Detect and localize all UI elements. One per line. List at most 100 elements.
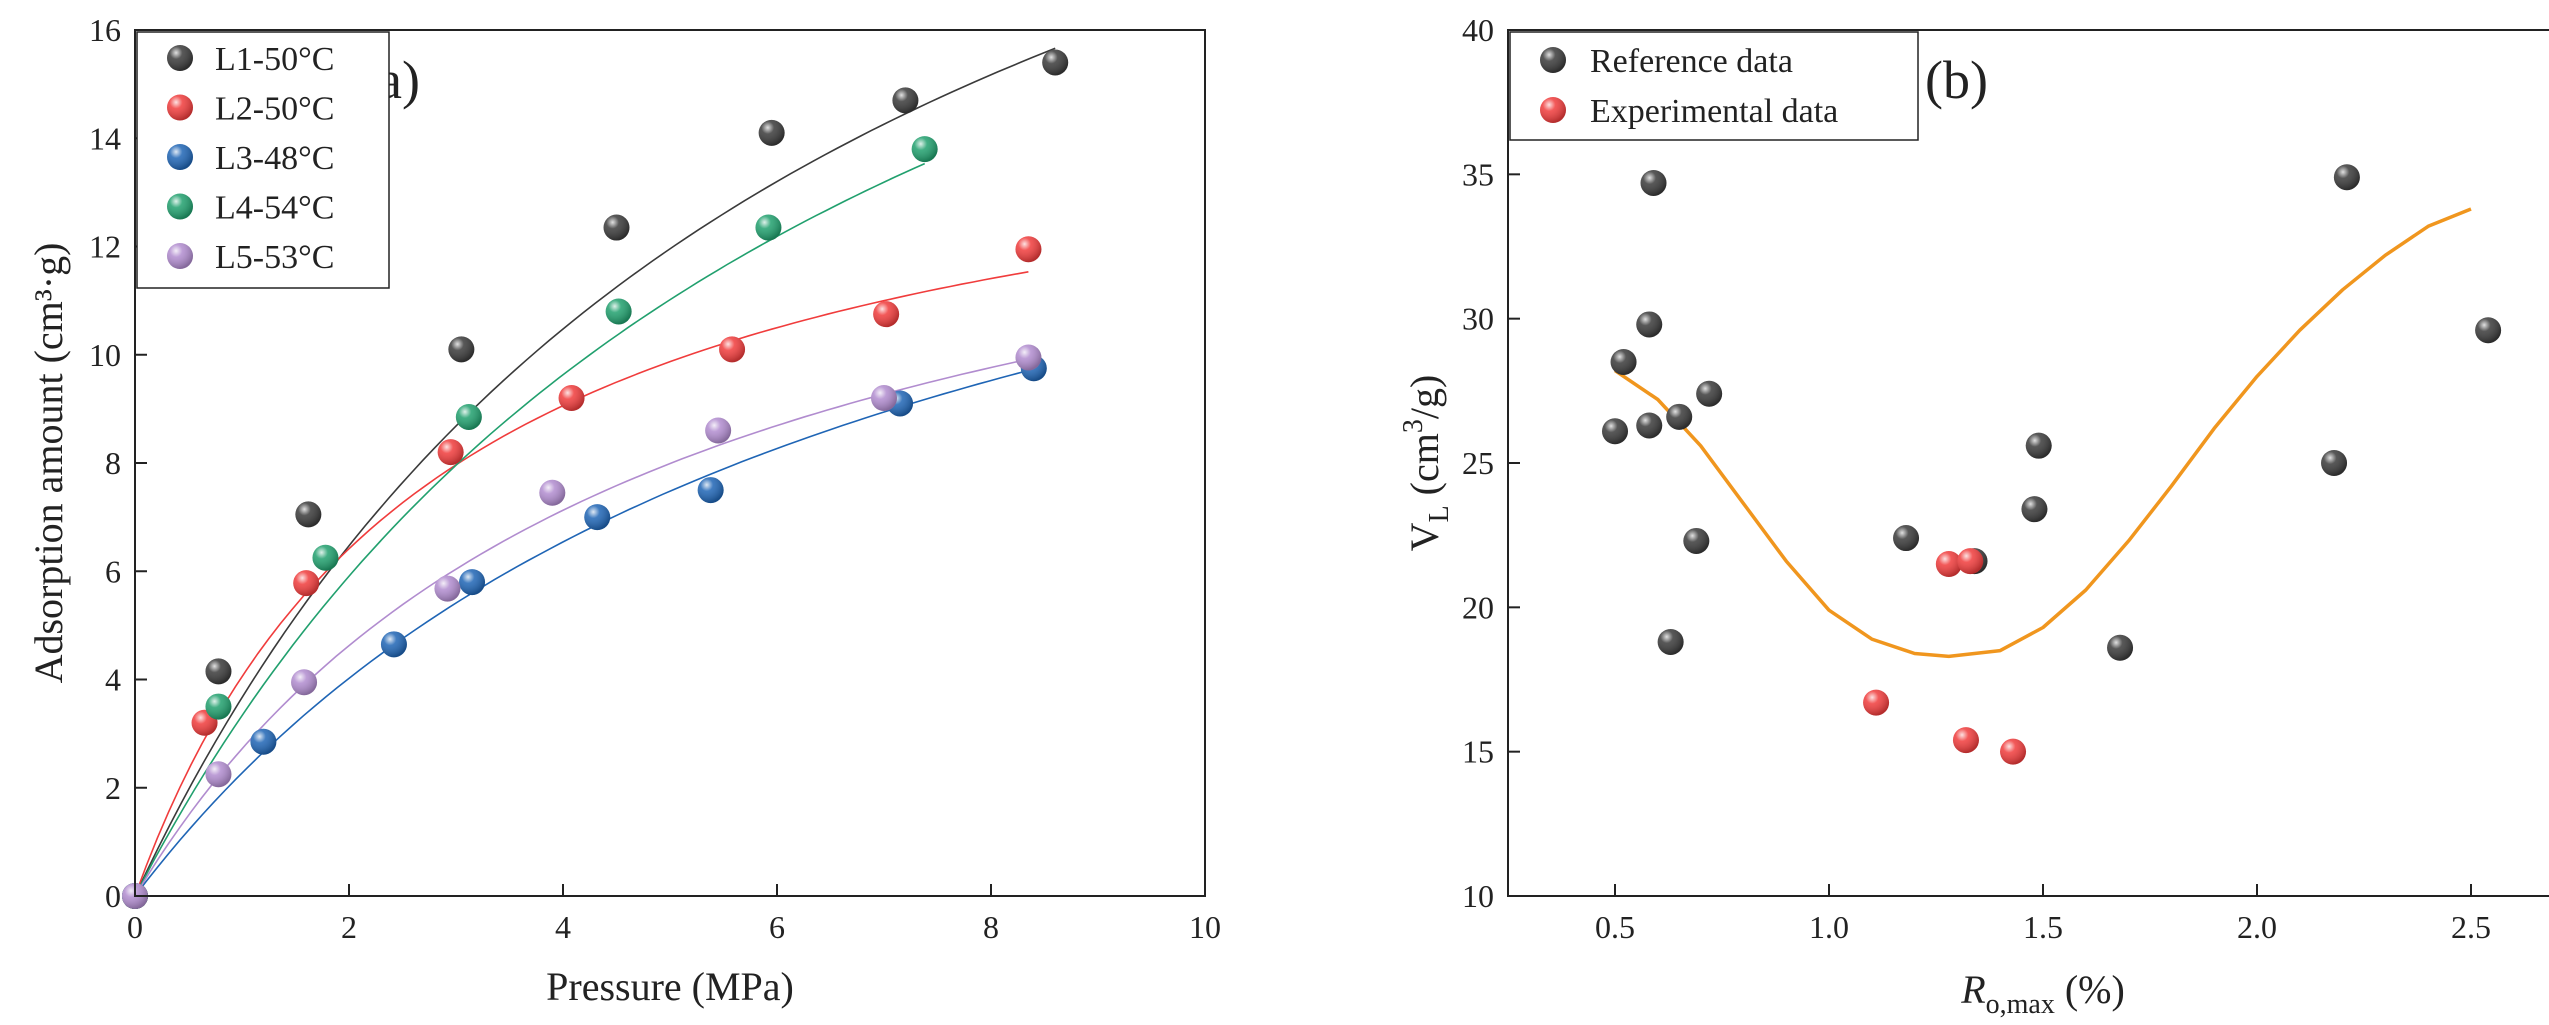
panel-a-fit-curve-3	[134, 368, 1035, 897]
panel-b-point-s1	[2333, 164, 2360, 191]
panel-a-y-ticks: 0 2 4 6 8 10 12 14 16	[89, 12, 147, 914]
panel-b-point-s1-shine	[1636, 311, 1663, 338]
panel-a-legend-label-4: L4-54°C	[215, 190, 334, 227]
panel-b-legend-marker-1	[1540, 47, 1566, 73]
panel-a-point-s4	[312, 544, 339, 571]
panel-b-point-s1	[2475, 317, 2502, 344]
panel-a-fit-curve-1	[134, 47, 1056, 897]
panel-a-point-s3	[584, 504, 611, 531]
panel-a-legend-label-3: L3-48°C	[215, 140, 334, 177]
panel-a-y-tick-label: 4	[105, 662, 121, 698]
panel-b-x-ticks: 0.5 1.0 1.5 2.0 2.5	[1595, 884, 2491, 945]
panel-a-point-s2-shine	[558, 385, 585, 412]
panel-b-x-tick-label: 0.5	[1595, 909, 1635, 945]
panel-b-point-s1-shine	[1636, 412, 1663, 439]
panel-b-point-s2	[2000, 738, 2027, 765]
panel-b-point-s1-shine	[1683, 527, 1710, 554]
panel-b-x-axis-label: Ro,max (%)	[1960, 967, 2125, 1020]
panel-a-y-tick-label: 10	[89, 337, 121, 373]
panel-b-point-s1	[1636, 412, 1663, 439]
panel-a-point-s1-shine	[892, 87, 919, 114]
panel-a-point-s4-shine	[205, 693, 232, 720]
panel-a-point-s5-shine	[871, 385, 897, 412]
panel-a-legend-marker-2	[167, 94, 193, 121]
panel-a-point-s2	[873, 301, 900, 328]
panel-a-x-ticks: 0 2 4 6 8 10	[127, 884, 1221, 945]
panel-a-point-s3-shine	[584, 504, 611, 531]
panel-a-legend-label-2: L2-50°C	[215, 91, 334, 128]
panel-a-point-s1	[603, 214, 630, 241]
panel-a-point-s5	[1015, 344, 1042, 371]
panel-b-point-s1	[1696, 380, 1723, 407]
panel-b-point-s1-shine	[2333, 164, 2360, 191]
panel-a-point-s2-shine	[293, 570, 320, 597]
panel-a-point-s5-shine	[291, 669, 318, 696]
panel-b-point-s1	[1636, 311, 1663, 338]
panel-b-point-s1-shine	[2021, 496, 2048, 523]
panel-b-point-s2-shine	[1935, 551, 1962, 578]
panel-b-legend-label-2: Experimental data	[1590, 93, 1838, 130]
panel-a-point-s1-shine	[1042, 49, 1069, 76]
panel-a-point-s1-shine	[448, 336, 475, 363]
panel-b-y-tick-label: 40	[1462, 12, 1494, 48]
panel-a-point-s3	[250, 728, 277, 755]
panel-a-point-s4	[605, 298, 632, 325]
panel-a-legend-marker-2-shine	[167, 94, 193, 121]
panel-a-y-tick-label: 2	[105, 770, 121, 806]
panel-b-point-s1	[2025, 432, 2052, 459]
panel-a-x-tick-label: 2	[341, 909, 357, 945]
panel-a-x-tick-label: 8	[983, 909, 999, 945]
panel-b-y-tick-label: 10	[1462, 878, 1494, 914]
panel-b-point-s1	[1602, 418, 1628, 445]
panel-b-trend	[1614, 207, 2472, 659]
panel-a-legend-marker-4	[167, 193, 193, 220]
panel-a-point-s1-shine	[295, 501, 322, 528]
panel-b-point-s2-shine	[1957, 548, 1984, 575]
panel-b-point-s1	[2021, 496, 2048, 523]
panel-b-y-tick-label: 25	[1462, 445, 1494, 481]
panel-b-y-ticks: 10 15 20 25 30 35 40	[1462, 12, 1520, 914]
panel-b-legend-label-1: Reference data	[1590, 43, 1793, 80]
panel-a-fits	[134, 47, 1056, 897]
panel-a-point-s1	[892, 87, 919, 114]
panel-b-legend-marker-2	[1540, 97, 1566, 123]
panel-a-legend-marker-1-shine	[167, 45, 193, 71]
panel-a-legend-marker-5-shine	[167, 243, 193, 269]
panel-b: 0.5 1.0 1.5 2.0 2.5 10 15 20 25 30 35 40 (b) Ro,ma…	[1398, 12, 2549, 1020]
panel-b-y-axis-label-sup: 3	[1398, 419, 1429, 433]
panel-b-point-s1-shine	[2107, 634, 2134, 661]
panel-a-point-s1-shine	[758, 119, 785, 146]
panel-a-legend-marker-5	[167, 243, 193, 269]
panel-b-point-s2	[1863, 689, 1890, 716]
panel-a-point-s1	[448, 336, 475, 363]
panel-a-point-s4	[205, 693, 232, 720]
panel-a-legend-marker-1	[167, 45, 193, 71]
panel-b-point-s1-shine	[1610, 348, 1637, 375]
panel-b-point-s1-shine	[1657, 628, 1684, 655]
panel-b-point-s1-shine	[2321, 450, 2348, 476]
panel-a-point-s3-shine	[697, 477, 724, 504]
panel-b-point-s2-shine	[1863, 689, 1890, 716]
panel-a-point-s5	[291, 669, 318, 696]
panel-b-y-axis-label-end: /g)	[1402, 375, 1447, 419]
panel-a-y-tick-label: 12	[89, 229, 121, 265]
panel-a-y-tick-label: 8	[105, 445, 121, 481]
panel-b-legend-marker-1-shine	[1540, 47, 1566, 73]
panel-b-point-s1-shine	[2025, 432, 2052, 459]
panel-b-point-s1	[1666, 403, 1693, 430]
panel-b-point-s1	[1657, 628, 1684, 655]
panel-a-y-axis-label: Adsorption amount (cm³·g)	[26, 243, 71, 684]
panel-b-y-tick-label: 35	[1462, 156, 1494, 192]
panel-b-label: (b)	[1925, 50, 1988, 110]
panel-b-point-s1-shine	[2475, 317, 2502, 344]
panel-b-point-s2	[1957, 548, 1984, 575]
panel-b-point-s1-shine	[1666, 403, 1693, 430]
panel-b-point-s1-shine	[1893, 525, 1920, 552]
panel-a-point-s4-shine	[605, 298, 632, 325]
panel-b-legend-marker-2-shine	[1540, 97, 1566, 123]
panel-a-point-s4	[911, 136, 938, 163]
panel-a-point-s2-shine	[1015, 236, 1042, 263]
panel-a-point-s1	[205, 658, 232, 685]
panel-b-x-tick-label: 2.5	[2451, 909, 2491, 945]
panel-a-point-s4-shine	[911, 136, 938, 163]
